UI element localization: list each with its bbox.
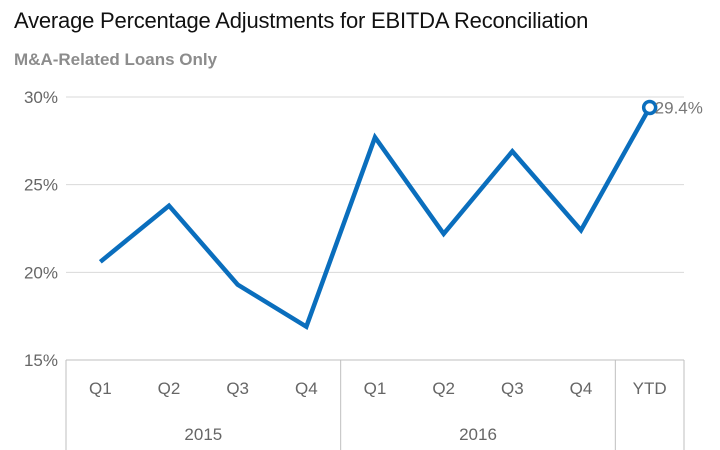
y-tick-label: 30% <box>24 88 58 107</box>
chart-title: Average Percentage Adjustments for EBITD… <box>14 8 589 33</box>
chart-subtitle: M&A-Related Loans Only <box>14 50 218 69</box>
x-tick-label: Q3 <box>226 379 249 398</box>
series-line <box>98 106 652 331</box>
x-tick-label: Q2 <box>158 379 181 398</box>
data-label: 29.4% <box>655 99 703 118</box>
x-tick-label: Q4 <box>570 379 593 398</box>
y-tick-label: 20% <box>24 263 58 282</box>
x-tick-label: Q1 <box>89 379 112 398</box>
x-group-label: 2015 <box>184 425 222 444</box>
x-group-label: 2016 <box>459 425 497 444</box>
y-tick-label: 15% <box>24 351 58 370</box>
highlight-point <box>641 99 658 116</box>
y-tick-label: 25% <box>24 176 58 195</box>
x-tick-label: Q1 <box>364 379 387 398</box>
x-tick-label: Q2 <box>432 379 455 398</box>
x-tick-label: Q3 <box>501 379 524 398</box>
x-tick-label: YTD <box>633 379 667 398</box>
x-tick-label: Q4 <box>295 379 318 398</box>
